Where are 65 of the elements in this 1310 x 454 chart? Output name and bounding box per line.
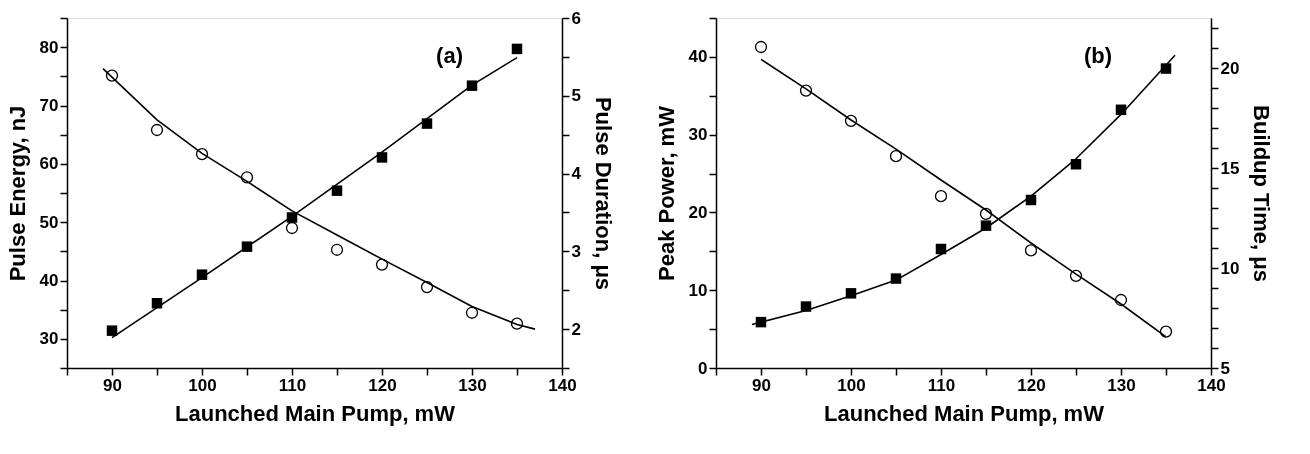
x-tick-label: 120 [1017, 375, 1046, 395]
point [420, 280, 434, 294]
y-tick-label: 20 [688, 202, 708, 222]
point [979, 207, 993, 220]
x-tick-label: 110 [278, 375, 307, 395]
y-axis-title: Peak Power, mW [653, 105, 679, 281]
point [376, 152, 388, 163]
point [754, 40, 768, 54]
y2-tick-label: 6 [571, 8, 581, 28]
point [1114, 293, 1128, 307]
point [240, 171, 254, 184]
y2-axis-title: Pulse Duration, μs [590, 96, 616, 291]
x-tick-label: 140 [548, 375, 577, 395]
x-tick-label: 120 [368, 375, 397, 395]
point [889, 150, 903, 163]
y2-tick-label: 10 [1220, 258, 1240, 278]
point [465, 306, 479, 319]
point [421, 118, 433, 129]
point [1159, 325, 1173, 338]
point [150, 123, 164, 137]
y-tick-label: 30 [39, 329, 59, 349]
point [330, 243, 344, 256]
y2-tick-label: 3 [571, 241, 581, 261]
x-tick-label: 140 [1197, 375, 1226, 395]
point [195, 147, 209, 161]
x-tick-label: 130 [1107, 375, 1136, 395]
y-tick-label: 70 [39, 96, 59, 115]
point [934, 190, 948, 203]
point [285, 221, 299, 235]
y-tick-label: 80 [39, 37, 59, 57]
point [105, 69, 119, 82]
y-tick-label: 50 [39, 212, 59, 232]
x-tick-label: 130 [458, 375, 487, 395]
x-tick-label: 90 [752, 375, 771, 395]
y2-tick-label: 5 [571, 86, 581, 106]
x-tick-label: 100 [188, 375, 217, 395]
y2-tick-label: 4 [571, 164, 582, 184]
point [799, 84, 813, 97]
x-tick-label: 90 [103, 375, 122, 395]
point [331, 185, 343, 196]
point [1069, 269, 1083, 282]
point [106, 325, 118, 336]
point [510, 317, 524, 330]
y2-tick-label: 2 [571, 319, 581, 339]
point [375, 258, 389, 271]
y2-tick-label: 5 [1220, 358, 1230, 378]
point [511, 43, 523, 55]
annotation: (a) [436, 43, 463, 68]
annotation: (b) [1083, 43, 1112, 68]
y2-tick-label: 15 [1220, 158, 1240, 178]
x-tick-label: 110 [927, 375, 956, 395]
y-tick-label: 30 [688, 125, 708, 145]
y2-tick-label: 20 [1220, 58, 1240, 78]
point [844, 114, 858, 127]
x-tick-label: 100 [837, 375, 866, 395]
y2-axis-title: Buildup Time, μs [1249, 105, 1275, 282]
y-tick-label: 0 [698, 358, 708, 378]
y-tick-label: 40 [688, 47, 708, 67]
y-tick-label: 60 [39, 154, 59, 174]
x-axis-title: Launched Main Pump, mW [824, 400, 1105, 426]
y-tick-label: 10 [688, 280, 708, 300]
y-tick-label: 40 [39, 271, 59, 290]
x-axis-title: Launched Main Pump, mW [175, 400, 456, 426]
y-axis-title: Pulse Energy, nJ [4, 105, 30, 282]
point [1024, 244, 1038, 257]
